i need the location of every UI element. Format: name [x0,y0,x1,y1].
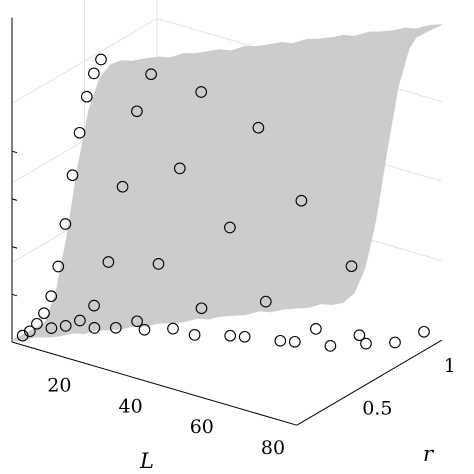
y-tick-label: 1 [444,355,456,377]
z-tick-mark [11,293,18,297]
data-point [224,329,237,342]
x-tick-label: 80 [261,437,285,459]
data-point [74,314,86,327]
data-point [131,105,143,118]
y-tick-label: 0.5 [362,398,392,420]
data-point [102,256,115,268]
data-point [310,323,322,335]
data-point [16,329,29,342]
data-point [324,340,337,352]
data-point [66,169,79,182]
data-point [31,317,43,330]
data-point [152,258,165,270]
data-point [238,330,251,343]
data-point [252,121,265,134]
x-axis-line [11,341,297,426]
data-point [167,322,179,335]
data-point [195,302,208,315]
chart-axes [11,17,443,426]
data-point [45,322,58,334]
data-point [52,260,65,273]
z-tick-mark [11,246,18,249]
data-point [131,315,143,328]
data-point [274,334,287,347]
data-point [360,337,372,350]
data-point [188,329,201,341]
y-axis-label: r [423,442,435,466]
data-point [88,322,101,334]
z-tick-mark [11,150,18,154]
data-point [116,180,129,193]
data-point [88,299,100,312]
x-axis-label: L [139,449,154,473]
data-point [59,218,72,230]
x-tick-label: 40 [119,395,143,417]
data-point [109,321,122,334]
data-point [389,336,401,349]
data-point [59,320,72,332]
data-point [73,126,86,139]
tick-labels: 20 40 60 80 0.5 1 [47,355,456,459]
data-point [138,323,151,336]
surface-patch [284,95,313,108]
data-points [16,53,430,352]
data-point [224,221,236,234]
data-point [45,290,58,303]
data-point [295,194,308,207]
data-point [38,307,50,320]
x-tick-label: 20 [47,375,71,397]
x-tick-label: 60 [190,416,214,438]
data-point [353,329,366,342]
data-point [95,53,107,66]
data-point [288,335,301,348]
data-point [173,162,186,175]
y-axis-line [296,339,443,426]
data-point [80,90,93,103]
surface-plot [11,24,442,341]
data-point [418,325,430,338]
z-tick-mark [11,198,18,201]
data-point [145,68,157,81]
data-point [88,67,100,80]
data-point [345,260,358,273]
data-point [195,86,208,98]
data-point [23,325,36,338]
data-point [259,295,272,308]
